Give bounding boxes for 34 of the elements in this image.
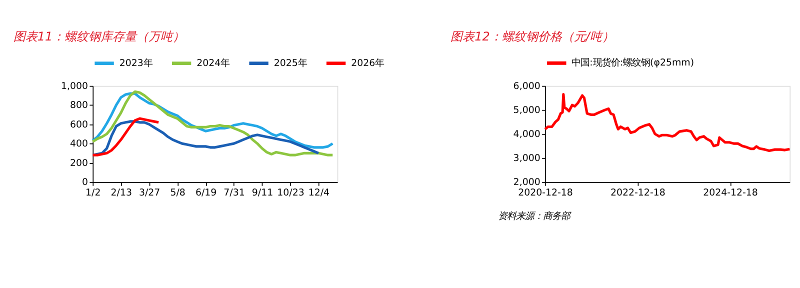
legend-label: 2026年	[351, 58, 384, 69]
x-tick-label: 9/11	[252, 187, 274, 198]
line-series	[91, 120, 320, 156]
chart-title: 图表11：螺纹钢库存量（万吨）	[13, 29, 185, 44]
y-tick-label: 800	[70, 100, 88, 112]
x-tick-label: 6/19	[195, 187, 217, 198]
chart-title: 图表12：螺纹钢价格（元/吨）	[450, 29, 614, 44]
legend-label: 中国:现货价:螺纹钢(φ25mm)	[572, 58, 694, 69]
text: 资料来源：商务部	[498, 210, 572, 222]
y-tick-label: 2,000	[513, 177, 540, 188]
x-tick-label: 5/8	[170, 187, 186, 198]
y-tick-label: 400	[70, 138, 88, 150]
line-series	[91, 117, 160, 156]
x-tick-label: 10/23	[277, 187, 304, 198]
x-tick-label: 2022-12-18	[610, 187, 666, 198]
x-tick-label: 7/31	[224, 187, 245, 198]
legend-label: 2024年	[196, 58, 230, 69]
y-tick-label: 200	[70, 158, 88, 169]
y-tick-label: 4,000	[513, 128, 540, 140]
x-tick-label: 12/4	[308, 187, 330, 198]
x-tick-label: 2020-12-18	[518, 187, 573, 198]
y-tick-label: 6,000	[513, 80, 540, 92]
y-tick-label: 600	[70, 119, 88, 130]
line-series	[544, 93, 791, 152]
y-tick-label: 1,000	[60, 80, 88, 92]
y-tick-label: 5,000	[513, 104, 540, 116]
legend-label: 2025年	[274, 58, 307, 69]
x-tick-label: 2/13	[110, 187, 132, 198]
x-tick-label: 1/2	[86, 187, 101, 198]
y-tick-label: 3,000	[513, 152, 540, 164]
x-tick-label: 2024-12-18	[703, 187, 758, 198]
x-tick-label: 3/27	[138, 187, 160, 198]
legend-label: 2023年	[119, 58, 152, 69]
y-tick-label: 0	[82, 177, 88, 188]
